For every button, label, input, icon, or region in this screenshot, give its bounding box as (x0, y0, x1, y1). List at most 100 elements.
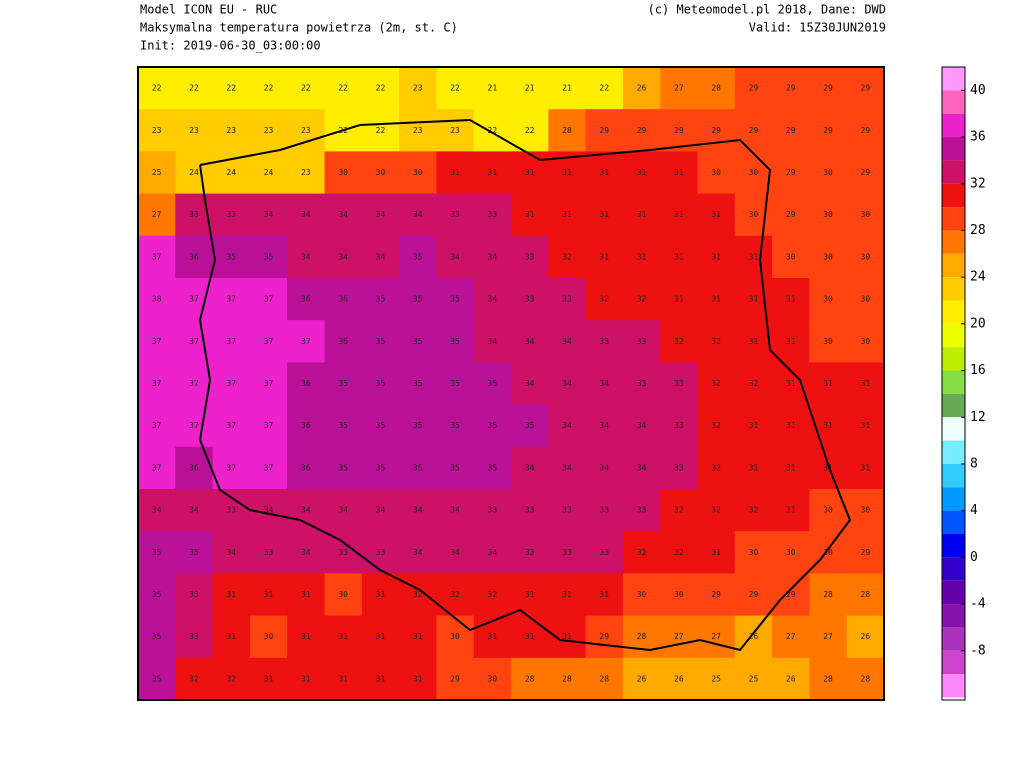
temp-label: 37 (226, 379, 236, 388)
temp-cell (622, 320, 661, 363)
temp-label: 34 (338, 210, 348, 219)
temp-label: 32 (637, 295, 647, 304)
temp-label: 34 (562, 421, 572, 430)
temp-label: 35 (376, 295, 386, 304)
temp-cell (622, 235, 661, 279)
credit-text: (c) Meteomodel.pl 2018, Dane: DWD (648, 3, 886, 17)
temp-cell (772, 657, 810, 701)
temp-label: 31 (711, 210, 721, 219)
temp-label: 31 (674, 295, 684, 304)
country-border (198, 118, 852, 652)
temp-cell (622, 404, 661, 448)
temp-label: 28 (823, 590, 833, 599)
temp-cell (175, 573, 214, 617)
temp-cell (175, 489, 214, 532)
temp-label: 34 (562, 337, 572, 346)
temp-label: 33 (525, 295, 535, 304)
temp-label: 34 (525, 379, 535, 388)
temp-cell (660, 193, 698, 237)
temp-label: 22 (376, 84, 386, 93)
temp-label: 30 (637, 590, 647, 599)
temp-cell (324, 320, 363, 363)
temp-label: 37 (226, 295, 236, 304)
temp-cell (697, 320, 736, 363)
temp-cell (212, 235, 251, 279)
temp-cell (585, 489, 624, 532)
colorbar-segment (942, 277, 965, 301)
colorbar-segment (942, 463, 965, 488)
temp-cell (361, 446, 400, 490)
temp-label: 37 (152, 379, 162, 388)
temp-cell (697, 531, 736, 574)
temp-label: 25 (152, 168, 162, 177)
temp-cell (585, 531, 624, 574)
colorbar-segment (942, 534, 965, 558)
temp-cell (324, 235, 363, 279)
temp-label: 24 (264, 168, 274, 177)
temp-label: 33 (189, 210, 199, 219)
temp-cell (697, 278, 736, 321)
temp-label: 34 (450, 548, 460, 557)
colorbar-label: 20 (970, 316, 986, 331)
temp-cell (138, 235, 176, 279)
temp-label: 35 (376, 337, 386, 346)
temp-label: 31 (786, 295, 796, 304)
temp-cell (660, 657, 698, 701)
temp-label: 29 (861, 168, 871, 177)
temp-cell (324, 657, 363, 701)
temp-cell (734, 151, 773, 195)
temp-cell (399, 446, 437, 490)
temp-cell (436, 278, 475, 321)
colorbar-segment (942, 604, 965, 628)
temp-label: 21 (488, 84, 498, 93)
temp-cell (846, 109, 885, 152)
temp-label: 31 (488, 168, 498, 177)
temp-cell (473, 531, 512, 574)
temp-label: 31 (749, 295, 759, 304)
temp-cell (473, 573, 512, 617)
colorbar-segment (942, 207, 965, 231)
temp-cell (287, 67, 325, 110)
temp-label: 28 (861, 590, 871, 599)
temp-label: 34 (562, 463, 572, 472)
temp-label: 34 (637, 421, 647, 430)
temp-cell (846, 573, 885, 617)
temp-label: 32 (749, 506, 759, 515)
temp-label: 33 (674, 379, 684, 388)
temp-cell (249, 446, 288, 490)
temp-label: 34 (599, 463, 609, 472)
temp-cell (473, 235, 512, 279)
temp-cell (212, 489, 251, 532)
temp-cell (585, 615, 624, 659)
temp-cell (249, 67, 288, 110)
temp-label: 27 (152, 210, 162, 219)
temp-cell (511, 404, 549, 448)
temp-label: 35 (152, 548, 162, 557)
colorbar-segment (942, 67, 965, 91)
temp-label: 31 (711, 295, 721, 304)
temp-label: 35 (338, 379, 348, 388)
temp-cell (697, 657, 736, 701)
temp-cell (697, 615, 736, 659)
temp-cell (287, 235, 325, 279)
temp-cell (548, 362, 587, 406)
temp-label: 34 (488, 295, 498, 304)
temp-cell (734, 109, 773, 152)
temp-label: 36 (301, 295, 311, 304)
temp-cell (212, 67, 251, 110)
temp-label: 31 (376, 632, 386, 641)
temp-cell (138, 615, 176, 659)
temp-label: 22 (152, 84, 162, 93)
temp-label: 30 (711, 168, 721, 177)
temp-cell (399, 109, 437, 152)
temp-label: 34 (152, 506, 162, 515)
temp-cell (175, 151, 214, 195)
temp-label: 31 (562, 632, 572, 641)
temp-label: 37 (264, 295, 274, 304)
temp-label: 36 (338, 337, 348, 346)
temp-label: 30 (338, 168, 348, 177)
temp-label: 34 (562, 379, 572, 388)
temp-cell (361, 151, 400, 195)
colorbar-label: 4 (970, 503, 978, 518)
temp-cell (138, 109, 176, 152)
